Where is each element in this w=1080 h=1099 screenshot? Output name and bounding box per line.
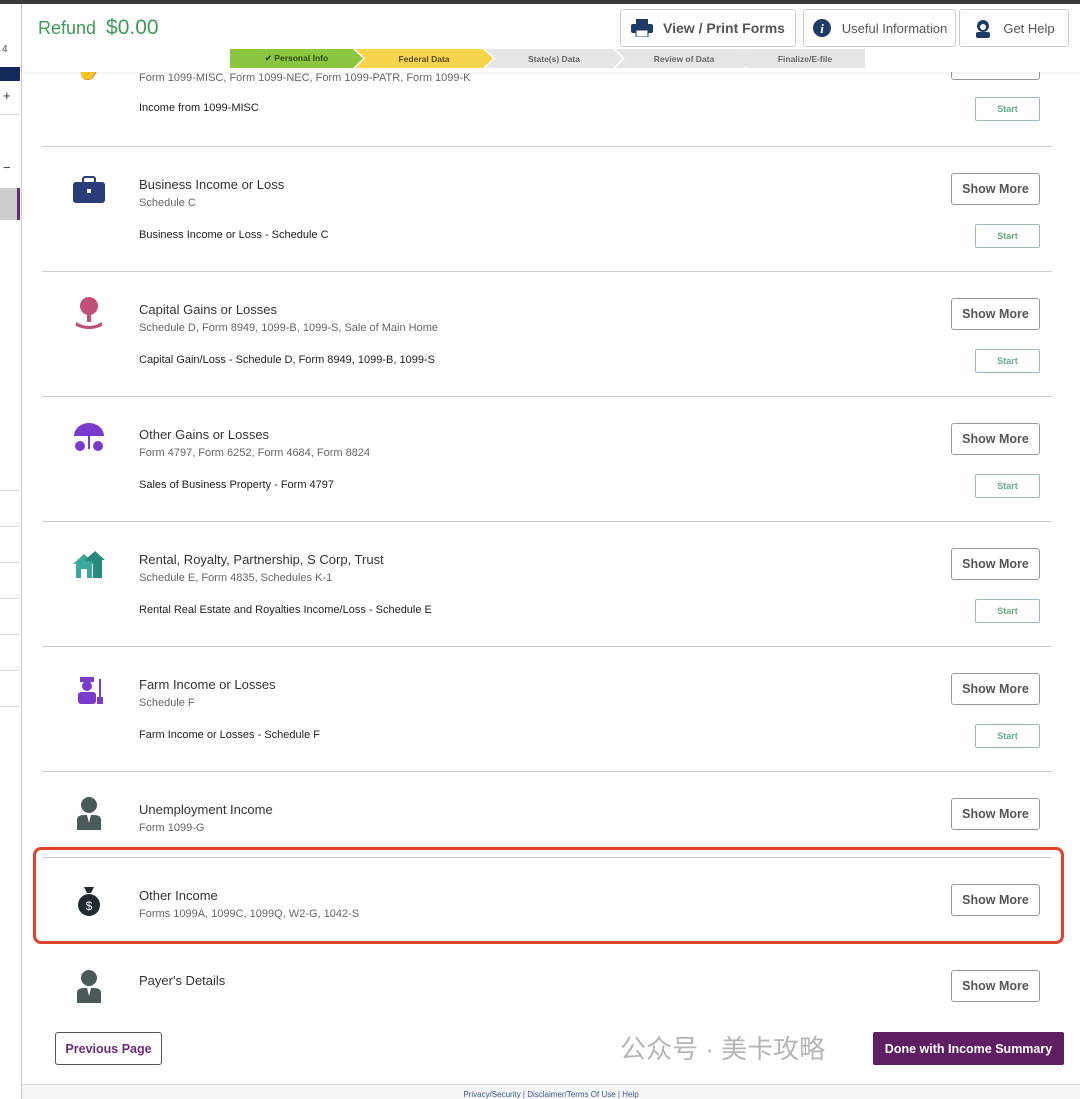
show-more-button[interactable]: Show More bbox=[951, 673, 1040, 705]
divider bbox=[0, 670, 20, 671]
footer-links[interactable]: Privacy/Security | Disclaimer/Terms Of U… bbox=[22, 1084, 1080, 1099]
show-more-button[interactable]: Show More bbox=[951, 173, 1040, 205]
section-rental-royalty: Rental, Royalty, Partnership, S Corp, Tr… bbox=[42, 521, 1052, 646]
briefcase-icon bbox=[72, 173, 106, 207]
section-title: Unemployment Income bbox=[139, 802, 273, 817]
printer-icon bbox=[631, 19, 654, 37]
divider bbox=[0, 114, 20, 115]
person-icon bbox=[72, 796, 106, 830]
support-agent-icon bbox=[976, 20, 991, 38]
section-title: Other Income bbox=[139, 888, 218, 903]
section-unemployment: Unemployment Income Form 1099-G Show Mor… bbox=[42, 771, 1052, 857]
view-print-label: View / Print Forms bbox=[663, 20, 785, 36]
section-title: Capital Gains or Losses bbox=[139, 302, 278, 317]
step-states-data[interactable]: State(s) Data bbox=[485, 49, 623, 68]
section-item: Sales of Business Property - Form 4797 bbox=[139, 479, 335, 491]
done-with-income-summary-button[interactable]: Done with Income Summary bbox=[873, 1032, 1064, 1065]
section-subtitle: Form 4797, Form 6252, Form 4684, Form 88… bbox=[139, 447, 371, 459]
show-more-button[interactable]: Show More bbox=[951, 298, 1040, 330]
view-print-forms-button[interactable]: View / Print Forms bbox=[620, 9, 796, 47]
section-item: Capital Gain/Loss - Schedule D, Form 894… bbox=[139, 354, 435, 366]
section-item: Farm Income or Losses - Schedule F bbox=[139, 729, 320, 741]
divider bbox=[0, 526, 20, 527]
umbrella-dollar-icon bbox=[72, 421, 106, 455]
section-item: Rental Real Estate and Royalties Income/… bbox=[139, 604, 432, 616]
section-subtitle: Form 1099-G bbox=[139, 822, 205, 834]
section-capital-gains: Capital Gains or Losses Schedule D, Form… bbox=[42, 271, 1052, 396]
section-farm-income: Farm Income or Losses Schedule F Farm In… bbox=[42, 646, 1052, 771]
sidebar-number: 4 bbox=[2, 44, 8, 55]
svg-text:i: i bbox=[820, 21, 824, 36]
divider bbox=[0, 598, 20, 599]
show-more-button[interactable]: Show More bbox=[951, 548, 1040, 580]
section-item: Business Income or Loss - Schedule C bbox=[139, 229, 329, 241]
section-title: Farm Income or Losses bbox=[139, 677, 276, 692]
start-button[interactable]: Start bbox=[975, 97, 1040, 121]
sidebar-active-nav[interactable] bbox=[0, 67, 20, 81]
section-subtitle: Schedule C bbox=[139, 197, 196, 209]
previous-page-button[interactable]: Previous Page bbox=[55, 1032, 162, 1065]
start-button[interactable]: Start bbox=[975, 474, 1040, 498]
start-button[interactable]: Start bbox=[975, 724, 1040, 748]
window-top-bar bbox=[0, 0, 1080, 4]
step-review-of-data[interactable]: Review of Data bbox=[615, 49, 753, 68]
header: Refund $0.00 View / Print Forms i Useful … bbox=[22, 4, 1080, 72]
section-other-gains: Other Gains or Losses Form 4797, Form 62… bbox=[42, 396, 1052, 521]
expand-icon[interactable]: + bbox=[3, 88, 11, 103]
divider bbox=[0, 490, 20, 491]
sidebar-selected-item[interactable] bbox=[0, 188, 20, 220]
farmer-icon bbox=[72, 673, 106, 707]
divider bbox=[0, 634, 20, 635]
show-more-button[interactable]: Show More bbox=[951, 884, 1040, 916]
show-more-button[interactable]: Show More bbox=[951, 970, 1040, 1002]
section-item: Income from 1099-MISC bbox=[139, 102, 259, 114]
person-icon bbox=[72, 969, 106, 1003]
section-title: Payer's Details bbox=[139, 973, 226, 988]
info-icon: i bbox=[812, 19, 831, 37]
step-personal-info[interactable]: ✔ Personal Info bbox=[230, 49, 363, 68]
divider bbox=[0, 706, 20, 707]
useful-information-button[interactable]: i Useful Information bbox=[803, 9, 956, 47]
refund-amount: $0.00 bbox=[106, 16, 159, 39]
section-subtitle: Forms 1099A, 1099C, 1099Q, W2-G, 1042-S bbox=[139, 908, 360, 920]
start-button[interactable]: Start bbox=[975, 349, 1040, 373]
money-bag-icon: $ bbox=[72, 884, 106, 918]
tree-hand-icon bbox=[72, 296, 106, 330]
section-payers-details: Payer's Details Show More bbox=[42, 943, 1052, 1029]
section-subtitle: Schedule F bbox=[139, 697, 195, 709]
progress-steps: ✔ Personal Info Federal Data State(s) Da… bbox=[230, 49, 865, 68]
divider bbox=[0, 562, 20, 563]
section-title: Rental, Royalty, Partnership, S Corp, Tr… bbox=[139, 552, 384, 567]
step-federal-data[interactable]: Federal Data bbox=[355, 49, 493, 68]
section-business-income: Business Income or Loss Schedule C Busin… bbox=[42, 146, 1052, 271]
collapse-icon[interactable]: − bbox=[3, 160, 11, 175]
section-subtitle: Form 1099-MISC, Form 1099-NEC, Form 1099… bbox=[139, 72, 471, 84]
get-help-button[interactable]: Get Help bbox=[959, 9, 1069, 47]
highlight-box bbox=[33, 847, 1064, 944]
houses-icon bbox=[72, 548, 106, 582]
show-more-button[interactable]: Show More bbox=[951, 423, 1040, 455]
svg-text:$: $ bbox=[86, 899, 93, 913]
section-subtitle: Schedule D, Form 8949, 1099-B, 1099-S, S… bbox=[139, 322, 438, 334]
refund-label: Refund bbox=[38, 18, 97, 38]
start-button[interactable]: Start bbox=[975, 224, 1040, 248]
section-title: Business Income or Loss bbox=[139, 177, 285, 192]
show-more-button[interactable]: Show More bbox=[951, 798, 1040, 830]
section-subtitle: Schedule E, Form 4835, Schedules K-1 bbox=[139, 572, 333, 584]
section-title: Other Gains or Losses bbox=[139, 427, 270, 442]
useful-info-label: Useful Information bbox=[841, 20, 948, 36]
section-other-income: $ Other Income Forms 1099A, 1099C, 1099Q… bbox=[42, 857, 1052, 943]
get-help-label: Get Help bbox=[1003, 20, 1055, 36]
start-button[interactable]: Start bbox=[975, 599, 1040, 623]
step-finalize-efile[interactable]: Finalize/E-file bbox=[745, 49, 865, 68]
watermark: 公众号 · 美卡攻略 bbox=[620, 1034, 826, 1064]
refund-display: Refund $0.00 bbox=[38, 16, 159, 40]
sidebar: 4 + − bbox=[0, 4, 22, 1099]
